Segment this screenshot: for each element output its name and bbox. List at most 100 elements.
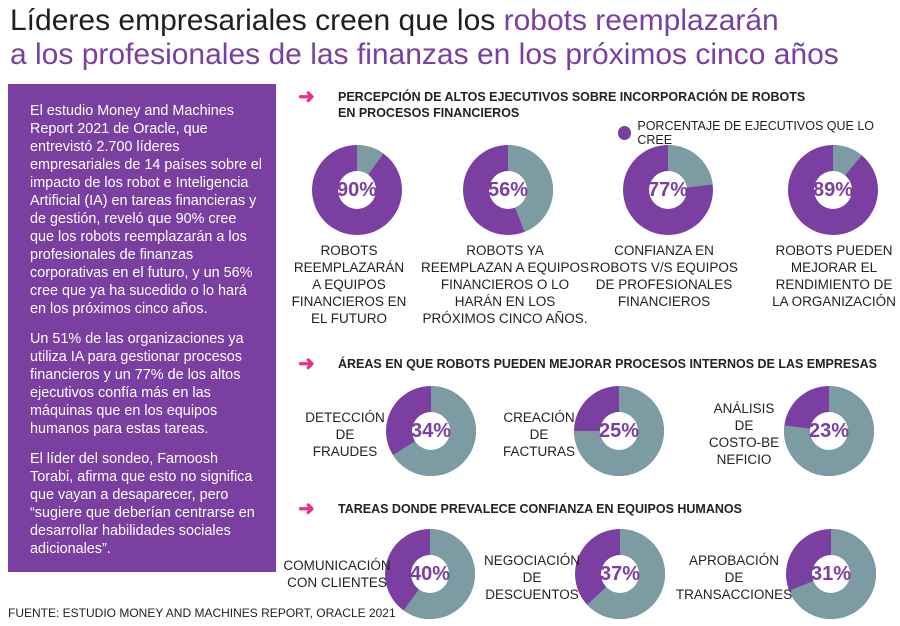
donut-chart: 89%	[786, 143, 880, 237]
donut-category-label: NEGOCIACIÓN DE DESCUENTOS	[442, 552, 622, 603]
title-plain: Líderes empresariales creen que los	[10, 4, 504, 37]
donut-category-label-line: FRAUDES	[312, 444, 378, 459]
donut-category-label-line: ROBOTS YA	[466, 243, 544, 258]
donut-svg	[574, 386, 664, 476]
sidebar-paragraph-2: Un 51% de las organizaciones ya utiliza …	[30, 331, 244, 437]
donut-category-label-line: HARÁN EN LOS	[454, 294, 556, 309]
donut-value-label: 90%	[336, 178, 378, 201]
donut-hole	[814, 171, 852, 209]
donut-category-label: CONFIANZA EN ROBOTS V/S EQUIPOS DE PROFESI…	[574, 242, 754, 310]
donut-svg	[784, 386, 874, 476]
donut-hole	[338, 171, 376, 209]
arrow-icon: ➜	[298, 498, 315, 520]
donut-hole	[412, 412, 450, 450]
legend: PORCENTAJE DE EJECUTIVOS QUE LO CREE	[618, 119, 900, 147]
donut-category-label-line: REEMPLAZAN A EQUIPOS	[420, 260, 590, 275]
donut-slice-remainder	[508, 145, 553, 232]
legend-label: PORCENTAJE DE EJECUTIVOS QUE LO CREE	[637, 119, 874, 147]
donut-hole	[649, 171, 687, 209]
donut-category-label-line: ROBOTS PUEDEN	[775, 243, 893, 258]
donut-category-label-line: CON CLIENTES	[287, 575, 387, 590]
donut-category-label-line: ANÁLISIS	[713, 401, 775, 416]
donut-category-label-line: PRÓXIMOS CINCO AÑOS.	[422, 311, 588, 326]
donut-category-label: ROBOTS YA REEMPLAZAN A EQUIPOS FINANCIEROS…	[415, 242, 595, 327]
donut-category-label-line: DE	[522, 570, 542, 585]
section-title-3: TAREAS DONDE PREVALECE CONFIANZA EN EQUI…	[338, 502, 742, 516]
donut-value-label: 37%	[599, 562, 641, 585]
donut-hole	[411, 555, 449, 593]
donut-category-label-line: CREACIÓN	[503, 410, 575, 425]
section-title-1-line-1: PERCEPCIÓN DE ALTOS EJECUTIVOS SOBRE INC…	[338, 90, 806, 104]
donut-category-label-line: DE	[734, 418, 754, 433]
donut-category-label: APROBACIÓN DE TRANSACCIONES	[644, 552, 824, 603]
donut-chart: 31%	[784, 527, 878, 621]
donut-category-label-line: DE	[335, 427, 355, 442]
donut-category-label-line: DE	[529, 427, 549, 442]
donut-hole	[812, 555, 850, 593]
donut-svg	[463, 145, 553, 235]
donut-chart: 40%	[383, 527, 477, 621]
donut-category-label-line: FINANCIEROS O LO	[440, 277, 570, 292]
donut-chart: 25%	[572, 384, 666, 478]
arrow-icon: ➜	[298, 353, 315, 375]
donut-category-label-line: DE PROFESIONALES	[595, 277, 733, 292]
donut-category-label-line: COMUNICACIÓN	[283, 558, 391, 573]
legend-dot-icon	[618, 126, 632, 140]
donut-category-label: CREACIÓN DE FACTURAS	[449, 409, 629, 460]
donut-svg	[575, 529, 665, 619]
donut-value-label: 77%	[647, 178, 689, 201]
donut-category-label-line: COSTO-BE	[708, 435, 780, 450]
title-line-2: a los profesionales de las finanzas en l…	[10, 38, 839, 71]
donut-category-label: ROBOTS PUEDEN MEJORAR EL RENDIMIENTO DE LA …	[744, 242, 900, 310]
donut-category-label-line: EL FUTURO	[310, 311, 387, 326]
donut-category-label-line: ROBOTS V/S EQUIPOS	[590, 260, 738, 275]
donut-category-label-line: REEMPLAZARÁN	[293, 260, 405, 275]
donut-category-label-line: ROBOTS	[320, 243, 378, 258]
donut-svg	[312, 145, 402, 235]
donut-value-label: 40%	[409, 562, 451, 585]
donut-chart: 34%	[384, 384, 478, 478]
donut-hole	[489, 171, 527, 209]
donut-category-label-line: TRANSACCIONES	[675, 587, 793, 602]
donut-svg	[623, 145, 713, 235]
sidebar-panel: El estudio Money and Machines Report 202…	[8, 84, 276, 572]
donut-category-label-line: DETECCIÓN	[305, 410, 385, 425]
donut-svg	[386, 386, 476, 476]
donut-value-label: 31%	[810, 562, 852, 585]
donut-category-label: COMUNICACIÓN CON CLIENTES	[247, 557, 427, 591]
donut-category-label-line: MEJORAR EL	[790, 260, 878, 275]
sidebar-paragraph-1: El estudio Money and Machines Report 202…	[30, 103, 262, 317]
title-highlight: robots reemplazarán	[503, 4, 779, 37]
donut-chart: 77%	[621, 143, 715, 237]
donut-chart: 56%	[461, 143, 555, 237]
donut-value-label: 25%	[598, 419, 640, 442]
donut-value-label: 23%	[808, 419, 850, 442]
donut-hole	[601, 555, 639, 593]
section-title-1-line-2: EN PROCESOS FINANCIEROS	[338, 106, 520, 120]
donut-value-label: 89%	[812, 178, 854, 201]
donut-value-label: 34%	[410, 419, 452, 442]
donut-category-label-line: NEFICIO	[716, 452, 772, 467]
donut-category-label-line: FINANCIEROS EN	[291, 294, 407, 309]
sidebar-paragraph-3: El líder del sondeo, Farnoosh Torabi, af…	[30, 451, 255, 557]
title-line-1: Líderes empresariales creen que los robo…	[10, 4, 890, 38]
donut-svg	[786, 529, 876, 619]
donut-chart: 90%	[310, 143, 404, 237]
source-note: FUENTE: ESTUDIO MONEY AND MACHINES REPOR…	[8, 606, 396, 620]
donut-chart: 37%	[573, 527, 667, 621]
donut-category-label-line: NEGOCIACIÓN	[483, 553, 580, 568]
donut-hole	[810, 412, 848, 450]
donut-svg	[788, 145, 878, 235]
donut-category-label-line: FINANCIEROS	[617, 294, 711, 309]
donut-value-label: 56%	[487, 178, 529, 201]
donut-category-label-line: APROBACIÓN	[688, 553, 780, 568]
donut-category-label-line: DE	[724, 570, 744, 585]
donut-category-label: DETECCIÓN DE FRAUDES	[255, 409, 435, 460]
section-title-2: ÁREAS EN QUE ROBOTS PUEDEN MEJORAR PROCE…	[338, 357, 877, 371]
donut-category-label-line: LA ORGANIZACIÓN	[772, 294, 896, 309]
donut-category-label: ROBOTS REEMPLAZARÁN A EQUIPOS FINANCIEROS E…	[259, 242, 439, 327]
donut-category-label-line: FACTURAS	[502, 444, 575, 459]
donut-hole	[600, 412, 638, 450]
arrow-icon: ➜	[298, 86, 315, 108]
donut-chart: 23%	[782, 384, 876, 478]
